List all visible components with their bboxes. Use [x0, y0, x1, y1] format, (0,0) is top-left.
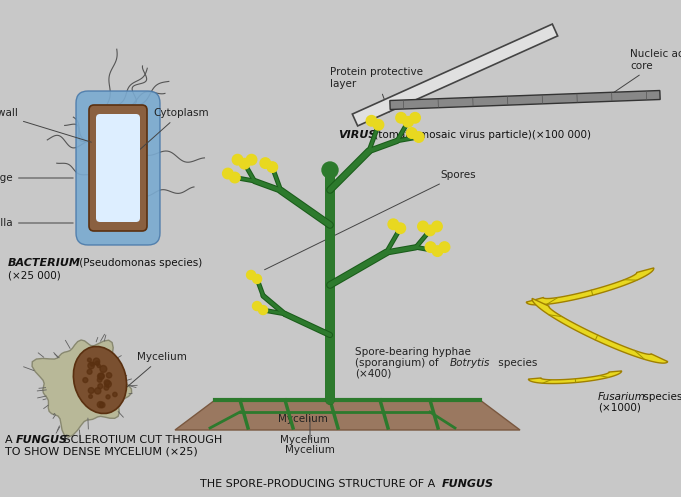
Text: (×400): (×400): [355, 369, 392, 379]
Circle shape: [439, 242, 449, 252]
Text: species: species: [495, 358, 537, 368]
Circle shape: [432, 221, 442, 232]
Circle shape: [253, 274, 262, 283]
Circle shape: [253, 302, 262, 311]
Circle shape: [113, 392, 117, 397]
Text: A: A: [5, 435, 16, 445]
Polygon shape: [528, 371, 622, 384]
Circle shape: [97, 373, 104, 380]
Polygon shape: [532, 298, 668, 363]
FancyBboxPatch shape: [96, 114, 140, 222]
Circle shape: [247, 155, 257, 165]
FancyBboxPatch shape: [76, 91, 160, 245]
Circle shape: [407, 128, 417, 138]
Text: TO SHOW DENSE MYCELIUM (×25): TO SHOW DENSE MYCELIUM (×25): [5, 447, 197, 457]
Circle shape: [106, 373, 112, 378]
Text: Mycelium: Mycelium: [122, 352, 187, 391]
Text: species: species: [640, 392, 681, 402]
Circle shape: [232, 155, 243, 165]
Circle shape: [403, 116, 413, 127]
Circle shape: [410, 112, 420, 123]
Circle shape: [106, 395, 110, 399]
Text: Mycelium: Mycelium: [278, 414, 328, 424]
Text: BACTERIUM: BACTERIUM: [8, 258, 81, 268]
Circle shape: [100, 365, 107, 372]
Circle shape: [413, 132, 424, 142]
Text: (tomato mosaic virus particle)(×100 000): (tomato mosaic virus particle)(×100 000): [371, 130, 591, 140]
Circle shape: [88, 362, 95, 369]
Circle shape: [89, 388, 94, 394]
Text: (×25 000): (×25 000): [8, 271, 61, 281]
Text: THE SPORE-PRODUCING STRUCTURE OF A: THE SPORE-PRODUCING STRUCTURE OF A: [200, 479, 439, 489]
Text: Protein protective
layer: Protein protective layer: [330, 67, 423, 112]
Circle shape: [267, 162, 278, 172]
Text: (×1000): (×1000): [598, 403, 641, 413]
Circle shape: [432, 246, 443, 256]
Text: (Pseudomonas species): (Pseudomonas species): [76, 258, 202, 268]
Circle shape: [98, 373, 104, 379]
Circle shape: [259, 306, 268, 315]
Circle shape: [229, 172, 240, 183]
Circle shape: [388, 219, 398, 230]
Text: (sporangium) of: (sporangium) of: [355, 358, 442, 368]
Circle shape: [417, 221, 428, 232]
Circle shape: [97, 364, 101, 368]
Polygon shape: [352, 24, 558, 126]
Text: Fusarium: Fusarium: [598, 392, 646, 402]
Text: Mycelium: Mycelium: [280, 435, 330, 445]
Circle shape: [99, 402, 105, 408]
Circle shape: [322, 162, 338, 178]
FancyBboxPatch shape: [89, 105, 147, 231]
Text: Mycelium: Mycelium: [285, 418, 335, 455]
Circle shape: [97, 378, 102, 382]
Circle shape: [104, 380, 110, 386]
Circle shape: [87, 369, 92, 374]
Polygon shape: [32, 340, 131, 437]
Text: Spores: Spores: [265, 170, 475, 270]
Circle shape: [98, 384, 103, 389]
Circle shape: [373, 120, 383, 130]
Polygon shape: [390, 90, 660, 109]
Circle shape: [425, 225, 435, 236]
Circle shape: [395, 223, 406, 234]
Text: Cytoplasm: Cytoplasm: [138, 108, 208, 151]
Circle shape: [247, 270, 255, 279]
Circle shape: [239, 159, 250, 169]
Circle shape: [97, 402, 104, 408]
Polygon shape: [175, 400, 520, 430]
Circle shape: [425, 242, 436, 252]
Text: Cell wall: Cell wall: [0, 108, 91, 142]
Circle shape: [104, 385, 109, 390]
Text: VIRUS: VIRUS: [338, 130, 377, 140]
Circle shape: [105, 381, 112, 387]
Text: FUNGUS: FUNGUS: [442, 479, 494, 489]
Text: SCLEROTIUM CUT THROUGH: SCLEROTIUM CUT THROUGH: [60, 435, 222, 445]
Circle shape: [89, 395, 93, 398]
Circle shape: [93, 358, 99, 365]
Circle shape: [87, 358, 91, 362]
Text: Flagella: Flagella: [0, 218, 74, 228]
Text: Nucleic acid
core: Nucleic acid core: [612, 49, 681, 93]
Text: Mucilage: Mucilage: [0, 173, 74, 183]
Circle shape: [396, 112, 407, 123]
Text: Spore-bearing hyphae: Spore-bearing hyphae: [355, 347, 471, 357]
Polygon shape: [526, 268, 654, 305]
Circle shape: [95, 361, 99, 365]
Circle shape: [83, 378, 88, 383]
Ellipse shape: [74, 346, 127, 414]
Circle shape: [366, 115, 377, 126]
Text: FUNGUS: FUNGUS: [16, 435, 68, 445]
Circle shape: [260, 158, 270, 168]
Text: Botrytis: Botrytis: [450, 358, 490, 368]
Circle shape: [90, 362, 94, 366]
Circle shape: [95, 388, 101, 394]
Circle shape: [223, 168, 233, 179]
